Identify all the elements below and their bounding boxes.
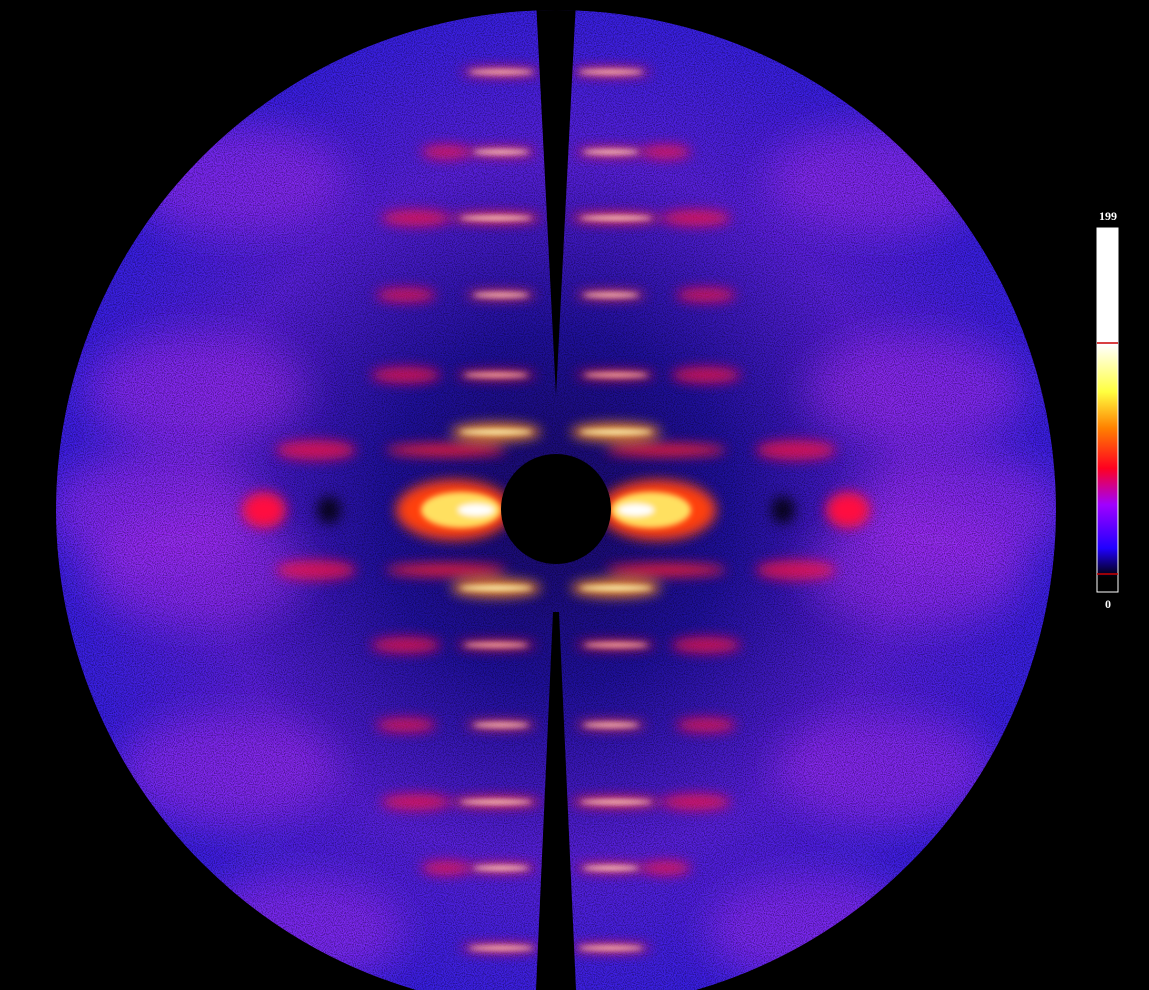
streak: [386, 564, 506, 576]
streak: [756, 440, 836, 460]
equator-dark: [771, 496, 795, 524]
streak: [676, 718, 736, 732]
streak-core: [469, 946, 533, 951]
streak-core: [583, 150, 639, 155]
equator-core: [458, 504, 494, 516]
equator-spot: [242, 492, 286, 528]
streak: [671, 637, 741, 653]
diffraction-view: 199 0: [0, 0, 1149, 990]
colorbar: 199 0: [1097, 209, 1118, 611]
streak-core: [580, 586, 652, 591]
streak: [606, 564, 726, 576]
streak-core: [469, 70, 533, 75]
streak: [641, 145, 691, 159]
streak: [386, 444, 506, 456]
streak: [421, 861, 471, 875]
streak-core: [580, 800, 652, 805]
streak: [676, 288, 736, 302]
streak: [376, 718, 436, 732]
streak: [661, 794, 731, 810]
streak: [381, 210, 451, 226]
streak-core: [579, 946, 643, 951]
streak-core: [460, 800, 532, 805]
streak-core: [579, 70, 643, 75]
streak: [276, 560, 356, 580]
streak-core: [473, 866, 529, 871]
streak: [756, 560, 836, 580]
streak: [371, 637, 441, 653]
streak: [661, 210, 731, 226]
page: 199 0 (() => { const data = JSON.parse(d…: [0, 0, 1149, 990]
streak-core: [580, 430, 652, 435]
streak: [276, 440, 356, 460]
streak-core: [584, 643, 648, 648]
streak-core: [460, 586, 532, 591]
streak-core: [473, 723, 529, 728]
streak: [376, 288, 436, 302]
equator-core: [618, 504, 654, 516]
streak-core: [584, 373, 648, 378]
streak-core: [583, 723, 639, 728]
streak: [421, 145, 471, 159]
colorbar-max-label: 199: [1099, 209, 1117, 223]
streak-core: [464, 643, 528, 648]
streak-core: [473, 150, 529, 155]
streak-core: [460, 430, 532, 435]
streak-core: [580, 216, 652, 221]
streak-core: [583, 293, 639, 298]
streak-core: [583, 866, 639, 871]
colorbar-gradient: [1097, 228, 1118, 592]
streak: [381, 794, 451, 810]
streak: [641, 861, 691, 875]
streak-core: [464, 373, 528, 378]
equator-spot: [826, 492, 870, 528]
streak-core: [460, 216, 532, 221]
colorbar-min-label: 0: [1105, 597, 1111, 611]
streak: [606, 444, 726, 456]
streak-core: [473, 293, 529, 298]
equator-dark: [317, 496, 341, 524]
streak: [671, 367, 741, 383]
streak: [371, 367, 441, 383]
beamstop: [501, 454, 611, 564]
